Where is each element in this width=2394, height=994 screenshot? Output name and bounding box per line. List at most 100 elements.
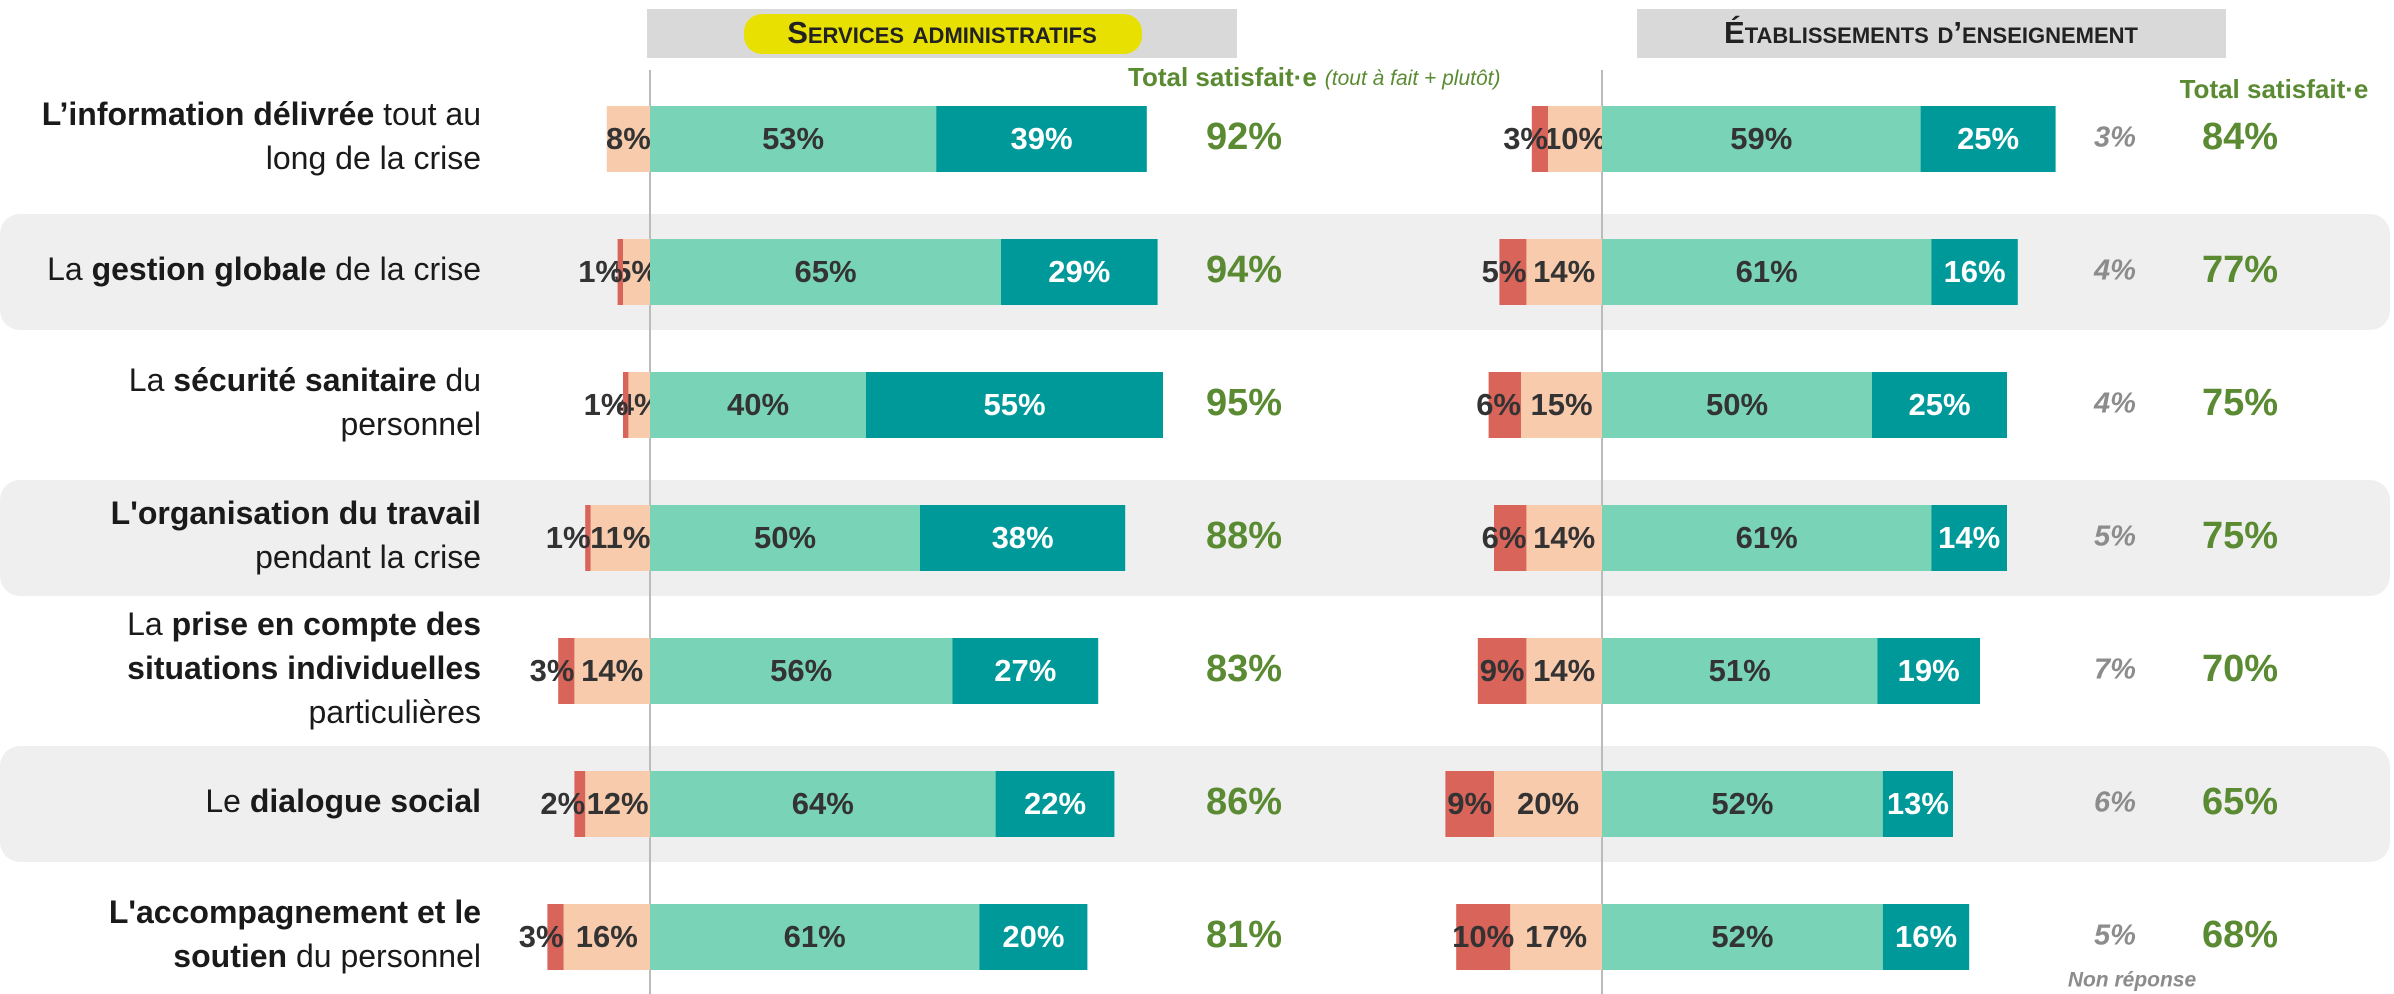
nonresponse-label: 7%: [2094, 654, 2136, 686]
label-part: La: [127, 606, 171, 642]
bar-segment: [650, 904, 980, 970]
bar-segment: [1488, 372, 1521, 438]
value-label: 55%: [983, 387, 1045, 422]
value-label: 59%: [1730, 121, 1792, 156]
label-part: Le: [205, 783, 249, 819]
bar-segment: [1931, 505, 2007, 571]
bar-segment: [558, 638, 575, 704]
label-part: prise en compte des: [172, 606, 481, 642]
label-part: situations individuelles: [127, 650, 481, 686]
bar-segment: [1531, 106, 1548, 172]
value-label: 19%: [1898, 653, 1960, 688]
row-label: personnel: [340, 406, 481, 442]
value-label: 14%: [1938, 520, 2000, 555]
bar-segment: [563, 904, 650, 970]
value-label: 61%: [784, 919, 846, 954]
value-label: 10%: [1544, 121, 1606, 156]
bar-segment: [1931, 239, 2018, 305]
bar-segment: [1521, 372, 1602, 438]
value-label: 14%: [581, 653, 643, 688]
bar-segment: [623, 372, 629, 438]
bar-segment: [650, 771, 996, 837]
value-label: 14%: [1533, 254, 1595, 289]
row-label: L'accompagnement et le: [109, 894, 481, 930]
value-label: 15%: [1530, 387, 1592, 422]
value-label: 1%: [578, 254, 623, 289]
bar-segment: [1001, 239, 1158, 305]
value-label: 1%: [584, 387, 629, 422]
value-label: 40%: [727, 387, 789, 422]
row-bands: [0, 214, 2390, 862]
total-title: Total satisfait·e: [1128, 62, 1317, 92]
row-label: long de la crise: [266, 140, 481, 176]
bar-segment: [920, 505, 1126, 571]
value-label: 14%: [1533, 653, 1595, 688]
label-part: long de la crise: [266, 140, 481, 176]
nonresponse-title: Non réponse: [2068, 969, 2197, 992]
bar-segment: [650, 106, 937, 172]
bar-segment: [617, 239, 623, 305]
total-label: 68%: [2202, 914, 2278, 956]
value-label: 25%: [1908, 387, 1970, 422]
value-label: 12%: [587, 786, 649, 821]
label-part: du: [437, 362, 481, 398]
total-label: 95%: [1206, 382, 1282, 424]
bar-segment: [606, 106, 650, 172]
row-label: Le dialogue social: [205, 783, 481, 819]
bar-segment: [995, 771, 1115, 837]
value-label: 5%: [1482, 254, 1527, 289]
value-label: 16%: [576, 919, 638, 954]
bar-segment: [1602, 904, 1883, 970]
row-label: La sécurité sanitaire du: [129, 362, 481, 398]
total-label: 84%: [2202, 116, 2278, 158]
nonresponse-label: 6%: [2094, 787, 2136, 819]
value-label: 17%: [1525, 919, 1587, 954]
bar-segment: [952, 638, 1099, 704]
value-label: 16%: [1944, 254, 2006, 289]
label-part: L'accompagnement et le: [109, 894, 481, 930]
label-part: La: [47, 251, 91, 287]
bar-segment: [866, 372, 1163, 438]
bar-segment: [1526, 505, 1602, 571]
label-part: tout au: [374, 96, 481, 132]
total-label: 65%: [2202, 781, 2278, 823]
bar-segment: [1602, 505, 1932, 571]
bar-segment: [936, 106, 1147, 172]
title-highlight: [744, 14, 1142, 54]
label-part: gestion globale: [92, 251, 327, 287]
value-label: 6%: [1476, 387, 1521, 422]
value-label: 10%: [1452, 919, 1514, 954]
label-part: pendant la crise: [255, 539, 481, 575]
bar-segment: [650, 372, 866, 438]
bar-segment: [650, 239, 1001, 305]
label-part: L’information délivrée: [42, 96, 375, 132]
value-label: 3%: [530, 653, 575, 688]
value-label: 27%: [994, 653, 1056, 688]
bar-segment: [1602, 372, 1872, 438]
bar-segment: [1456, 904, 1511, 970]
bar-segment: [1548, 106, 1602, 172]
total-label: 88%: [1206, 515, 1282, 557]
value-label: 6%: [1482, 520, 1527, 555]
value-label: 14%: [1533, 520, 1595, 555]
bar-segment: [1882, 771, 1953, 837]
value-label: 1%: [546, 520, 591, 555]
nonresponse-label: 3%: [2094, 122, 2136, 154]
bar-segment: [590, 505, 650, 571]
value-label: 65%: [794, 254, 856, 289]
value-label: 20%: [1517, 786, 1579, 821]
bar-segment: [585, 771, 650, 837]
bar-segment: [574, 638, 650, 704]
row-label: pendant la crise: [255, 539, 481, 575]
bar-segment: [650, 505, 920, 571]
bar-segment: [628, 372, 650, 438]
value-label: 8%: [606, 121, 651, 156]
bar-segment: [1877, 638, 1980, 704]
value-label: 13%: [1887, 786, 1949, 821]
value-label: 52%: [1711, 786, 1773, 821]
total-label: 83%: [1206, 648, 1282, 690]
label-part: personnel: [340, 406, 481, 442]
bar-segment: [547, 904, 564, 970]
total-label: 70%: [2202, 648, 2278, 690]
